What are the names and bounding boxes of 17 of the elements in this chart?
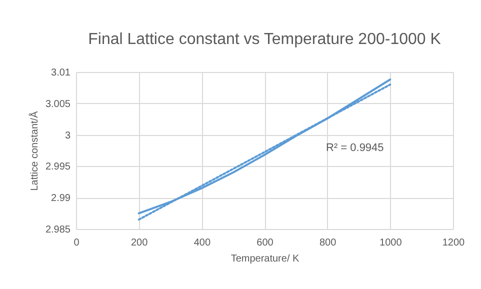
x-tick-label: 1200 — [442, 238, 466, 248]
y-tick-label: 3 — [64, 130, 71, 142]
x-tick-label: 1000 — [380, 238, 402, 248]
y-tick-label: 2.995 — [45, 162, 71, 173]
x-axis-title: Temperature/ K — [230, 254, 300, 264]
x-tick-label: 0 — [74, 238, 80, 248]
y-axis-title: Lattice constant/Å — [28, 110, 40, 191]
y-tick-label: 3.005 — [45, 98, 71, 110]
x-tick-label: 400 — [194, 238, 211, 248]
y-tick-label: 3.01 — [51, 68, 71, 78]
y-tick-label: 2.985 — [45, 224, 71, 236]
x-tick-label: 200 — [130, 238, 148, 248]
x-tick-label: 800 — [319, 238, 337, 248]
x-tick-label: 600 — [256, 238, 274, 248]
y-tick-label: 2.99 — [51, 193, 71, 204]
chart-title: Final Lattice constant vs Temperature 200-1000 K — [88, 31, 442, 48]
annotation: R² = 0.9945 — [326, 142, 384, 154]
